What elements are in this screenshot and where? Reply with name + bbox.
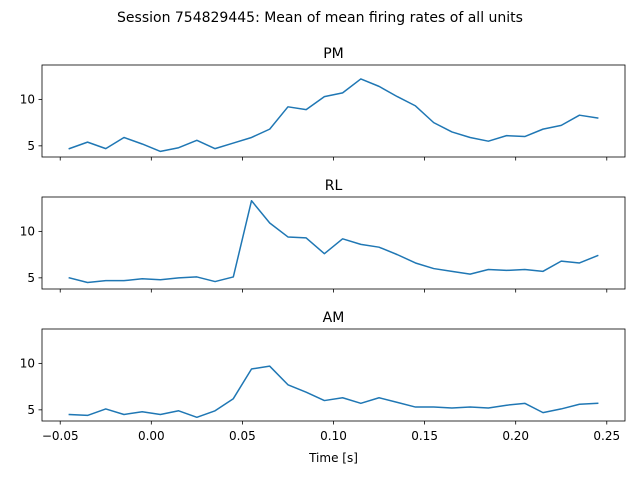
panel-title-am: AM: [323, 310, 345, 326]
panels: PM 5 10 RL 5 10 AM 5 10 −0.05 0.00 0.05 0.10 0.15 0.20…: [20, 46, 626, 443]
y-tick-label-am: 5: [27, 403, 35, 417]
y-tick-label-pm: 10: [20, 93, 35, 107]
series-line-pm: [68, 78, 599, 153]
y-tick-label-rl: 10: [20, 225, 35, 239]
panel-pm: PM 5 10: [20, 46, 626, 161]
x-tick-label: 0.00: [138, 429, 165, 443]
x-tick-label: 0.10: [320, 429, 347, 443]
y-tick-label-am: 10: [20, 357, 35, 371]
axes-frame-am: [41, 328, 626, 422]
panel-title-pm: PM: [323, 46, 344, 62]
axes-frame-rl: [41, 196, 626, 290]
series-line-am: [68, 365, 599, 419]
panel-rl: RL 5 10: [20, 178, 626, 293]
y-tick-label-pm: 5: [27, 139, 35, 153]
axes-frame-pm: [41, 64, 626, 158]
x-tick-label: 0.15: [411, 429, 438, 443]
x-tick-label: 0.20: [502, 429, 529, 443]
panel-am: AM 5 10 −0.05 0.00 0.05 0.10 0.15 0.20 0.25: [20, 310, 626, 443]
x-axis-label: Time [s]: [308, 451, 358, 465]
x-tick-label: −0.05: [42, 429, 79, 443]
figure-title: Session 754829445: Mean of mean firing r…: [117, 10, 523, 26]
series-line-rl: [68, 199, 599, 284]
x-tick-label: 0.05: [229, 429, 256, 443]
x-tick-label: 0.25: [593, 429, 620, 443]
panel-title-rl: RL: [325, 178, 343, 194]
y-tick-label-rl: 5: [27, 271, 35, 285]
